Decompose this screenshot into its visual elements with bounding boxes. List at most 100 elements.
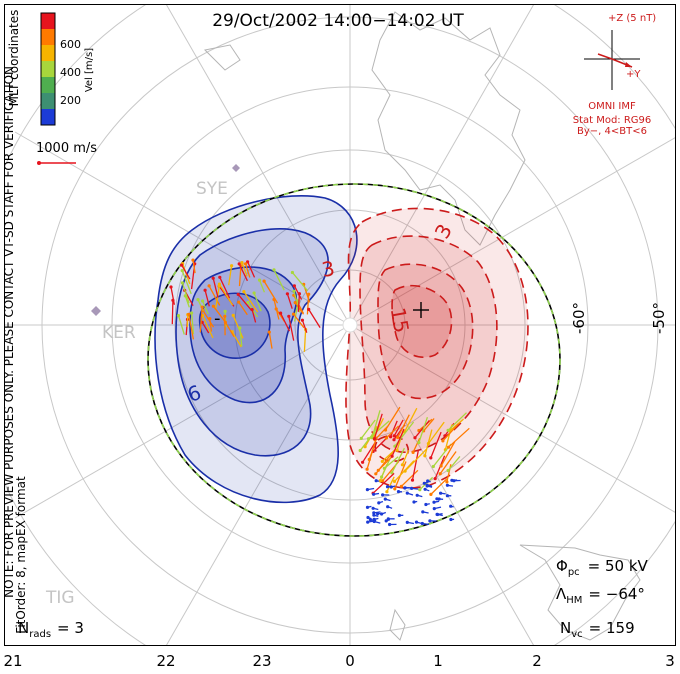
velocity-vector-origin bbox=[223, 314, 227, 318]
velocity-vector bbox=[434, 455, 446, 479]
velocity-vector bbox=[397, 414, 410, 438]
velocity-vector-origin bbox=[262, 279, 266, 283]
imf-z-label: +Z (5 nT) bbox=[608, 13, 656, 24]
mlt-label-2: 2 bbox=[532, 652, 542, 670]
velocity-vector-origin bbox=[446, 428, 450, 432]
velocity-vector-origin bbox=[380, 512, 384, 516]
coastlines bbox=[203, 11, 641, 641]
velocity-vector bbox=[359, 427, 379, 451]
velocity-vector-origin bbox=[372, 437, 376, 441]
velocity-vector-origin bbox=[246, 300, 250, 305]
velocity-vector bbox=[297, 293, 301, 312]
velocity-vector bbox=[391, 447, 405, 474]
velocity-vector bbox=[238, 265, 242, 287]
velocity-vector-origin bbox=[366, 515, 370, 520]
colorbar-swatch bbox=[41, 109, 55, 126]
velocity-vector-origin bbox=[307, 307, 311, 311]
velocity-vector-origin bbox=[441, 439, 445, 443]
velocity-vector bbox=[418, 416, 429, 443]
velocity-vector-origin bbox=[429, 456, 433, 460]
station-markers bbox=[91, 164, 240, 316]
velocity-vector bbox=[411, 450, 419, 481]
map-statistics: Nrads = 3 Φpc = 50 kV ΛHM = −64° Nvc = 159 bbox=[18, 557, 649, 640]
velocity-vector-origin bbox=[415, 493, 419, 497]
velocity-vector-origin bbox=[359, 436, 363, 440]
mlt-label-0: 0 bbox=[345, 652, 355, 670]
imf-y-label: +Y bbox=[626, 69, 641, 80]
velocity-vector-origin bbox=[236, 292, 240, 296]
velocity-vector-origin bbox=[237, 262, 241, 266]
latitude-labels: -60° -50° bbox=[570, 302, 668, 334]
velocity-vector-origin bbox=[443, 434, 447, 438]
velocity-vector bbox=[371, 410, 381, 438]
velocity-vector-origin bbox=[386, 505, 390, 509]
contour-label-positive-3-left: 3 bbox=[320, 256, 337, 282]
velocity-vector-origin bbox=[418, 488, 422, 492]
velocity-vector bbox=[181, 264, 191, 280]
velocity-vector bbox=[447, 455, 461, 471]
velocity-vector-origin bbox=[413, 436, 417, 440]
velocity-vector bbox=[427, 421, 445, 444]
velocity-vector-origin bbox=[400, 463, 404, 467]
mlt-label-22: 22 bbox=[156, 652, 175, 670]
velocity-vector-origin bbox=[300, 318, 304, 322]
velocity-vector-origin bbox=[257, 278, 262, 282]
stat-lambda-hm: ΛHM = −64° bbox=[556, 585, 645, 606]
velocity-vector bbox=[273, 269, 285, 291]
velocity-vector bbox=[391, 428, 405, 457]
velocity-vector-origin bbox=[392, 438, 396, 442]
velocity-vector-origin bbox=[380, 459, 384, 463]
velocity-vector-origin bbox=[382, 466, 386, 470]
velocity-vector bbox=[423, 418, 435, 432]
velocity-vector bbox=[202, 310, 215, 328]
velocity-vector bbox=[291, 272, 309, 292]
velocity-vector-origin bbox=[390, 471, 394, 475]
velocity-vector-origin bbox=[374, 472, 378, 476]
velocity-vector-origin bbox=[272, 268, 276, 272]
velocity-vector-origin bbox=[223, 309, 227, 313]
velocity-vector-origin bbox=[449, 517, 453, 522]
velocity-vector-origin bbox=[403, 486, 407, 490]
velocity-vector-origin bbox=[383, 497, 387, 501]
velocity-vector-origin bbox=[405, 491, 409, 495]
velocity-vector-origin bbox=[368, 518, 372, 522]
fit-order-note: FitOrder: 8, mapEX format bbox=[14, 476, 28, 634]
velocity-vector-origin bbox=[445, 480, 449, 484]
velocity-vector-origin bbox=[267, 330, 271, 334]
velocity-vector bbox=[201, 321, 210, 334]
velocity-vector bbox=[202, 300, 209, 315]
plot-frame bbox=[4, 4, 676, 646]
velocity-vector-origin bbox=[410, 478, 415, 482]
velocity-vector-origin bbox=[438, 472, 442, 476]
velocity-vector-origin bbox=[201, 299, 205, 303]
velocity-vector-origin bbox=[244, 262, 248, 266]
velocity-vector-origin bbox=[385, 485, 390, 489]
velocity-vector bbox=[258, 279, 266, 293]
velocity-vector-origin bbox=[410, 486, 414, 490]
mlt-axis: 21 22 23 0 1 2 3 bbox=[3, 652, 674, 670]
velocity-vector-origin bbox=[411, 450, 415, 454]
pole-marker bbox=[342, 317, 358, 333]
velocity-vector bbox=[401, 450, 410, 466]
velocity-vector bbox=[199, 307, 203, 333]
velocity-vector bbox=[430, 478, 448, 495]
mlt-label-1: 1 bbox=[433, 652, 443, 670]
velocity-vector-origin bbox=[433, 477, 437, 481]
velocity-vector-origin bbox=[397, 513, 401, 518]
map-title: 29/Oct/2002 14:00−14:02 UT bbox=[212, 11, 464, 31]
velocity-vector bbox=[400, 469, 419, 487]
station-label-ker: KER bbox=[102, 323, 136, 343]
velocity-vector bbox=[303, 329, 307, 352]
imf-source: OMNI IMF bbox=[588, 101, 636, 112]
velocity-vector-origin bbox=[381, 479, 385, 483]
velocity-vector bbox=[239, 327, 243, 347]
velocity-vector bbox=[177, 315, 185, 335]
velocity-vector-origin bbox=[371, 506, 375, 510]
velocity-vector-origin bbox=[218, 275, 222, 279]
velocity-vector bbox=[204, 290, 210, 307]
velocity-vector bbox=[393, 419, 404, 437]
velocity-vector-origin bbox=[180, 269, 184, 273]
velocity-vector-origin bbox=[307, 292, 311, 296]
